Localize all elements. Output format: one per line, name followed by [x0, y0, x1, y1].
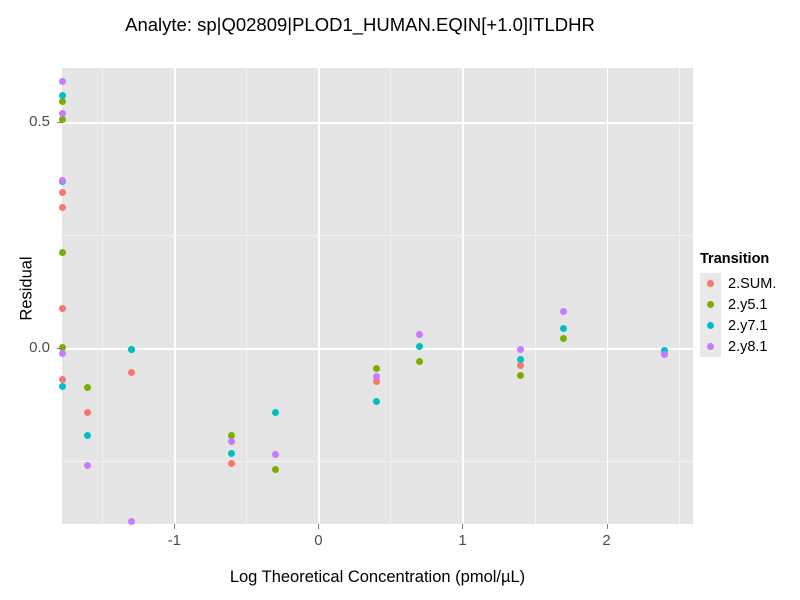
- grid-line-major-vertical: [318, 68, 321, 524]
- data-point: [660, 351, 668, 359]
- data-point: [271, 408, 279, 416]
- data-point: [58, 344, 66, 352]
- data-point: [58, 305, 66, 313]
- data-point: [127, 369, 135, 377]
- data-point: [84, 432, 92, 439]
- data-point: [84, 383, 92, 391]
- data-point: [228, 460, 236, 468]
- legend: Transition 2.SUM. 2.y5.1 2.y7.1 2.y8.1: [700, 251, 776, 357]
- plot-panel: [58, 68, 693, 525]
- grid-line-major-vertical: [462, 68, 465, 524]
- x-axis-title: Log Theoretical Concentration (pmol/µL): [229, 568, 526, 586]
- y-axis-tick-mark: [57, 122, 62, 124]
- x-axis-tick-label: -1: [167, 532, 182, 549]
- y-axis-tick-mark: [57, 347, 62, 349]
- y-axis-tick-label: 0.0: [29, 338, 50, 356]
- grid-line-minor-horizontal: [62, 460, 693, 462]
- data-point: [58, 204, 66, 212]
- data-point: [516, 361, 524, 369]
- grid-line-minor-vertical: [246, 68, 248, 524]
- legend-item-label: 2.y5.1: [728, 296, 768, 313]
- x-axis-tick-mark: [318, 524, 320, 529]
- y-axis-tick-label: 0.5: [29, 113, 50, 131]
- data-point: [372, 378, 380, 386]
- data-point: [372, 365, 380, 373]
- data-point: [559, 335, 567, 343]
- legend-item-label: 2.y7.1: [728, 317, 768, 334]
- legend-swatch-icon: [700, 336, 721, 357]
- x-axis-tick-label: 2: [602, 532, 611, 549]
- data-point: [516, 356, 524, 364]
- data-point: [559, 325, 567, 332]
- data-point: [415, 331, 423, 339]
- data-point: [58, 375, 66, 383]
- data-point: [84, 461, 92, 469]
- data-point: [58, 249, 66, 257]
- data-point: [58, 78, 66, 86]
- legend-swatch-icon: [700, 315, 721, 336]
- legend-item-2.y8.1[interactable]: 2.y8.1: [700, 336, 776, 357]
- data-point: [228, 450, 236, 458]
- data-point: [127, 345, 135, 353]
- legend-item-2.y7.1[interactable]: 2.y7.1: [700, 315, 776, 336]
- data-point: [58, 116, 66, 124]
- data-point: [58, 188, 66, 196]
- data-point: [58, 91, 66, 99]
- legend-title: Transition: [700, 251, 770, 267]
- x-axis-tick-mark: [174, 524, 176, 529]
- data-point: [516, 345, 524, 353]
- legend-item-2.SUM.[interactable]: 2.SUM.: [700, 273, 776, 294]
- data-point: [372, 373, 380, 381]
- data-point: [84, 408, 92, 416]
- data-point: [559, 307, 567, 315]
- grid-line-minor-vertical: [534, 68, 536, 524]
- grid-line-minor-vertical: [390, 68, 392, 524]
- page-title: Analyte: sp|Q02809|PLOD1_HUMAN.EQIN[+1.0…: [125, 14, 595, 35]
- data-point: [58, 349, 66, 357]
- legend-entries: 2.SUM. 2.y5.1 2.y7.1 2.y8.1: [700, 273, 776, 357]
- x-axis-tick-label: 1: [458, 532, 467, 549]
- legend-item-label: 2.SUM.: [728, 275, 777, 292]
- data-point: [660, 347, 668, 355]
- x-axis-tick-mark: [606, 524, 608, 529]
- grid-line-major-vertical: [606, 68, 609, 524]
- grid-line-major-vertical: [174, 68, 176, 524]
- data-point: [271, 465, 279, 473]
- data-point: [516, 371, 524, 379]
- data-point: [415, 343, 423, 351]
- grid-line-minor-vertical: [102, 68, 104, 524]
- x-axis-tick-mark: [462, 524, 464, 529]
- data-point: [58, 383, 66, 391]
- data-point: [228, 432, 236, 439]
- data-point: [58, 109, 66, 117]
- data-point: [58, 98, 66, 106]
- x-axis-tick-label: 0: [314, 532, 323, 549]
- data-point: [228, 438, 236, 446]
- legend-swatch-icon: [700, 294, 721, 315]
- legend-item-2.y5.1[interactable]: 2.y5.1: [700, 294, 776, 315]
- data-point: [271, 451, 279, 459]
- legend-item-label: 2.y8.1: [728, 338, 768, 355]
- data-point: [372, 397, 380, 405]
- data-point: [127, 517, 135, 525]
- grid-line-major-horizontal: [62, 347, 693, 350]
- data-point: [415, 357, 423, 365]
- grid-line-major-horizontal: [62, 122, 693, 124]
- grid-line-minor-vertical: [678, 68, 680, 524]
- legend-swatch-icon: [700, 273, 721, 294]
- grid-line-minor-horizontal: [62, 235, 693, 237]
- data-point: [58, 177, 66, 185]
